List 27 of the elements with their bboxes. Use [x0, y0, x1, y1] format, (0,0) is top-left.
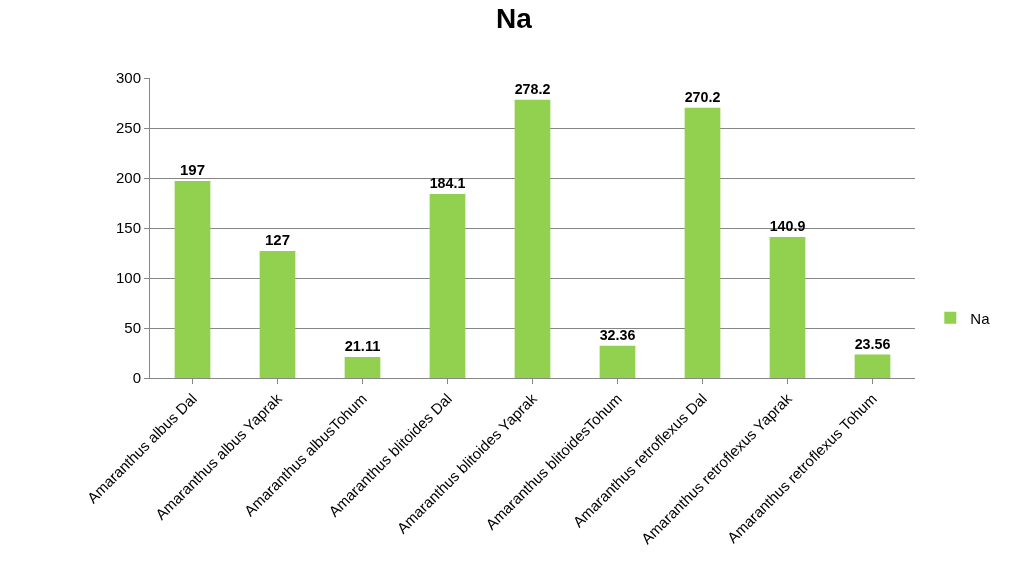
y-tick-label: 300 — [115, 69, 141, 87]
data-label: 270.2 — [684, 88, 721, 105]
y-tick-label: 150 — [115, 219, 141, 237]
data-label: 278.2 — [514, 80, 551, 97]
legend-label: Na — [970, 309, 991, 327]
data-label: 197 — [179, 161, 206, 178]
bar — [174, 181, 211, 378]
bar — [514, 99, 551, 378]
bar — [599, 345, 636, 378]
bar — [344, 356, 381, 378]
data-label: 140.9 — [769, 218, 806, 235]
y-tick-label: 200 — [115, 169, 141, 187]
bar — [854, 354, 891, 378]
bar — [769, 237, 806, 378]
chart-title: Na — [496, 3, 533, 35]
bar — [259, 251, 296, 378]
y-tick-label: 50 — [124, 319, 141, 337]
data-label: 184.1 — [429, 175, 466, 192]
data-label: 127 — [264, 231, 291, 248]
data-label: 21.11 — [344, 337, 381, 354]
bar — [429, 193, 466, 378]
bar — [684, 107, 721, 378]
y-tick-label: 250 — [115, 119, 141, 137]
y-tick-label: 100 — [115, 269, 141, 287]
data-label: 23.56 — [854, 335, 891, 352]
data-label: 32.36 — [599, 326, 636, 343]
y-tick-label: 0 — [132, 369, 141, 387]
